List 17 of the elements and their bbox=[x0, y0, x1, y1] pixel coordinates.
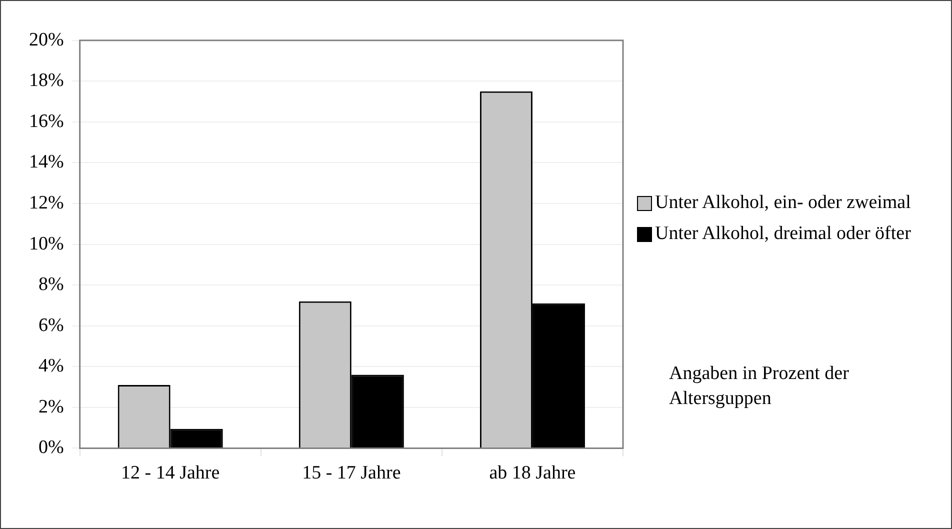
y-tick-label: 14% bbox=[29, 152, 64, 173]
y-tick-label: 20% bbox=[29, 29, 64, 50]
y-tick-label: 18% bbox=[29, 70, 64, 92]
y-tick-label: 8% bbox=[38, 274, 64, 296]
x-tick-label: 12 - 14 Jahre bbox=[121, 462, 220, 484]
y-tick-label: 10% bbox=[29, 233, 64, 254]
y-tick-label: 16% bbox=[29, 110, 64, 132]
y-tick-label: 4% bbox=[38, 356, 64, 377]
y-tick-label: 2% bbox=[38, 396, 64, 418]
text: Angaben in Prozent der Altersguppen bbox=[669, 362, 850, 411]
x-tick-label: 15 - 17 Jahre bbox=[302, 462, 401, 484]
x-tick-label: ab 18 Jahre bbox=[489, 462, 576, 484]
legend-label: Unter Alkohol, dreimal oder öfter bbox=[655, 222, 911, 245]
y-tick-label: 12% bbox=[29, 192, 64, 214]
y-tick-label: 0% bbox=[38, 437, 64, 458]
legend-label: Unter Alkohol, ein- oder zweimal bbox=[655, 191, 911, 214]
y-tick-label: 6% bbox=[38, 314, 64, 336]
